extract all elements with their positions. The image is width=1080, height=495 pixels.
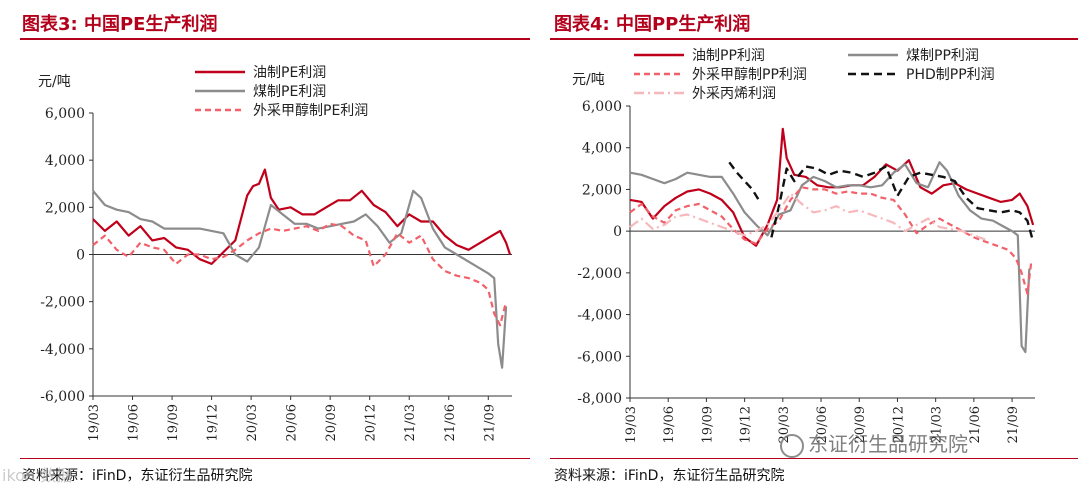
y-tick-label: -4,000 — [577, 308, 622, 324]
x-tick-label: 21/09 — [1006, 406, 1021, 443]
x-tick-label: 19/09 — [700, 406, 715, 443]
x-tick-label: 19/06 — [662, 406, 677, 443]
x-tick-label: 19/06 — [127, 404, 142, 441]
legend-label-3: 外采甲醇制PP利润 — [692, 66, 807, 83]
series-line-3 — [92, 222, 508, 327]
x-tick-label: 19/12 — [206, 404, 221, 441]
series-line-3 — [629, 186, 1033, 295]
x-tick-label: 21/03 — [403, 404, 418, 441]
x-tick-label: 20/09 — [853, 406, 868, 443]
x-tick-label: 19/09 — [166, 404, 181, 441]
y-tick-label: 2,000 — [582, 182, 622, 198]
legend-label-2: 煤制PE利润 — [253, 84, 326, 100]
x-tick-label: 21/09 — [482, 404, 497, 441]
watermark: 东证衍生品研究院 — [780, 428, 968, 458]
chart-title: 图表4: 中国PP生产利润 — [554, 14, 751, 35]
x-tick-label: 19/12 — [739, 406, 754, 443]
legend-label-5: 外采丙烯利润 — [692, 86, 776, 102]
y-tick-label: -2,000 — [577, 266, 622, 282]
source-rule — [20, 458, 530, 459]
title-rule — [20, 38, 530, 40]
panel-pp-profit: 图表4: 中国PP生产利润 6,000 4,000 2,000 0 -2,000 -4,0… — [550, 0, 1080, 495]
series-line-1 — [629, 127, 1035, 247]
series-line-2 — [92, 189, 508, 369]
x-tick-label: 21/06 — [968, 406, 983, 443]
x-tick-label: 19/03 — [87, 404, 102, 441]
panel-pe-profit: 图表3: 中国PE生产利润 6,000 4,000 2,000 0 -2,000 -4,0… — [20, 14, 530, 484]
x-tick-label: 20/12 — [364, 404, 379, 441]
legend-label-3: 外采甲醇制PE利润 — [253, 102, 368, 119]
source-note: 资料来源：iFinD，东证衍生品研究院 — [22, 468, 253, 484]
x-tick-label: 21/06 — [443, 404, 458, 441]
series-line-5 — [629, 192, 986, 241]
y-axis-unit-label: 元/吨 — [38, 74, 71, 90]
legend-label-2: 煤制PP利润 — [906, 48, 979, 64]
y-tick-label: -2,000 — [40, 295, 85, 311]
y-tick-label: -8,000 — [577, 391, 622, 407]
title-rule — [550, 38, 1078, 40]
y-tick-label: 6,000 — [582, 99, 622, 115]
legend-label-4: PHD制PP利润 — [906, 67, 995, 83]
x-tick-label: 19/03 — [624, 406, 639, 443]
y-tick-label: 4,000 — [582, 141, 622, 157]
y-tick-label: 4,000 — [45, 153, 85, 169]
source-rule — [550, 458, 1078, 459]
y-tick-label: 0 — [613, 224, 622, 240]
x-tick-label: 20/06 — [285, 404, 300, 441]
series-line-4-early — [728, 161, 761, 203]
series-line-1 — [92, 168, 512, 265]
legend-label-1: 油制PE利润 — [253, 65, 326, 81]
watermark-text: 东证衍生品研究院 — [808, 432, 968, 456]
x-tick-label: 20/12 — [891, 406, 906, 443]
series-line-2 — [629, 161, 1031, 354]
pp-profit-chart: 6,000 4,000 2,000 0 -2,000 -4,000 -6,000 -8,000… — [572, 48, 1035, 443]
series-line-4 — [770, 165, 1035, 242]
corner-stamp: ikon 数据 — [2, 466, 73, 485]
y-tick-label: 6,000 — [45, 106, 85, 122]
chart-title: 图表3: 中国PE生产利润 — [22, 14, 218, 35]
legend-label-1: 油制PP利润 — [692, 48, 765, 64]
y-tick-label: 0 — [76, 248, 85, 264]
source-note: 资料来源：iFinD，东证衍生品研究院 — [554, 468, 785, 484]
y-tick-label: -4,000 — [40, 342, 85, 358]
y-tick-label: -6,000 — [40, 389, 85, 405]
x-tick-label: 20/03 — [245, 404, 260, 441]
x-tick-label: 21/03 — [930, 406, 945, 443]
x-tick-label: 20/09 — [324, 404, 339, 441]
y-tick-label: 2,000 — [45, 200, 85, 216]
x-tick-label: 20/06 — [815, 406, 830, 443]
wechat-icon — [780, 433, 804, 458]
pe-profit-chart: 6,000 4,000 2,000 0 -2,000 -4,000 -6,000 元/吨 19/… — [38, 65, 512, 441]
y-tick-label: -6,000 — [577, 349, 622, 365]
y-axis-unit-label: 元/吨 — [572, 72, 605, 88]
